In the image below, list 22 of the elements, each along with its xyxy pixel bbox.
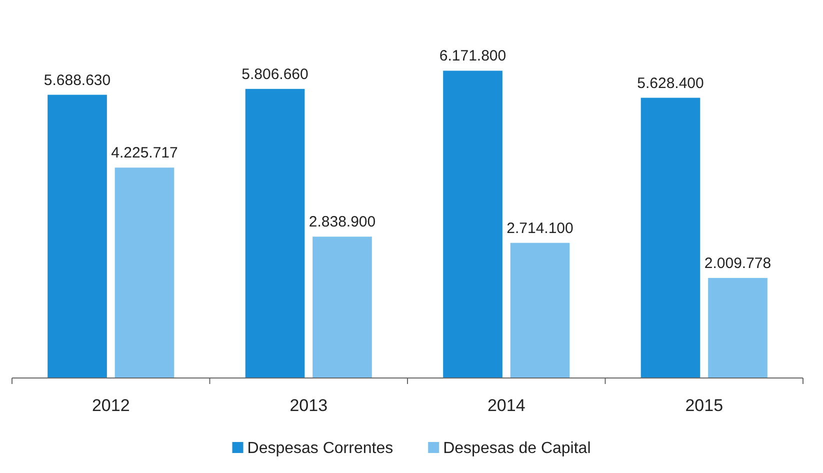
bar (640, 98, 700, 378)
bar (114, 168, 174, 378)
bar (708, 278, 768, 378)
data-label: 5.688.630 (44, 72, 111, 89)
x-tick-label: 2014 (487, 396, 526, 415)
data-label: 2.838.900 (308, 214, 376, 231)
x-tick-label: 2013 (290, 396, 328, 415)
bar (312, 236, 372, 378)
data-label: 5.628.400 (637, 74, 704, 92)
data-label: 6.171.800 (439, 48, 506, 65)
data-label: 4.225.717 (111, 144, 178, 162)
bar (245, 88, 305, 378)
bar (443, 70, 502, 378)
x-tick-label: 2015 (685, 396, 724, 415)
bar (48, 94, 107, 378)
data-label: 2.714.100 (506, 220, 574, 237)
data-label: 5.806.660 (242, 66, 308, 83)
bar (510, 242, 570, 378)
data-label: 2.009.778 (704, 254, 772, 272)
x-tick-label: 2012 (92, 396, 130, 415)
legend-label: Despesas de Capital (443, 440, 591, 457)
legend-label: Despesas Correntes (247, 440, 394, 457)
